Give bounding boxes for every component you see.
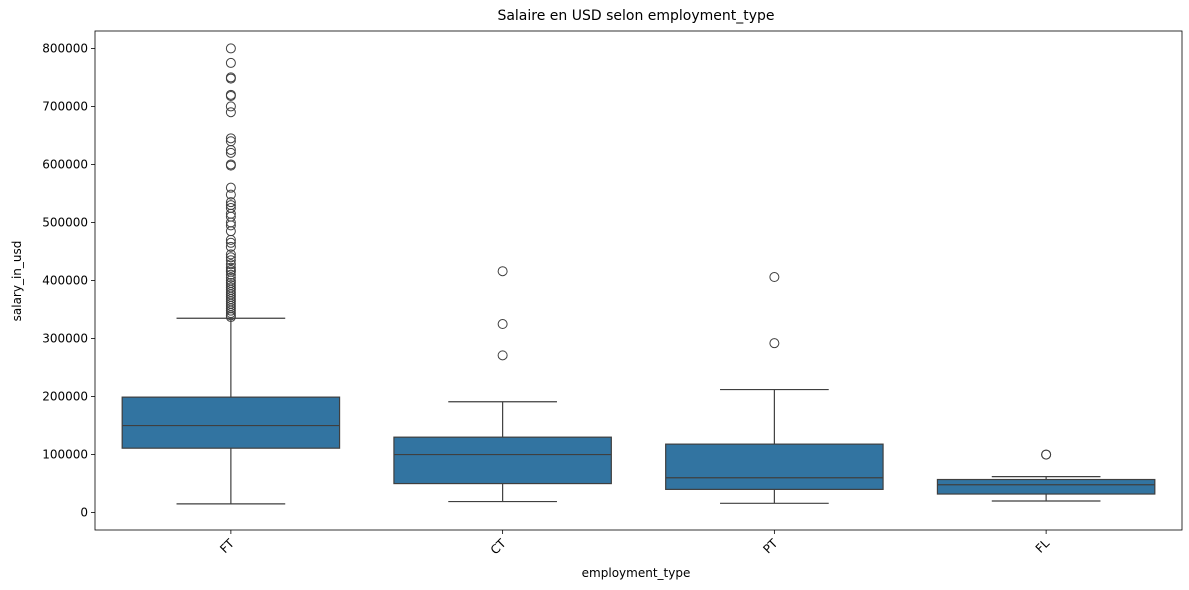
y-tick-label: 800000	[42, 41, 88, 55]
outlier-point	[769, 338, 780, 349]
outlier-point	[225, 305, 236, 316]
x-tick-label: FT	[217, 536, 237, 556]
outlier-point	[225, 197, 236, 208]
outlier-point	[225, 101, 236, 112]
outlier-point	[225, 241, 236, 252]
outlier-point	[225, 226, 236, 237]
outlier-point	[497, 319, 508, 330]
outlier-point	[225, 189, 236, 200]
y-tick-label: 100000	[42, 448, 88, 462]
x-tick-label: CT	[488, 536, 509, 557]
outlier-point	[225, 249, 236, 260]
iqr-box	[393, 436, 612, 485]
y-tick-label: 300000	[42, 332, 88, 346]
outlier-point	[225, 252, 236, 263]
y-tick-label: 700000	[42, 99, 88, 113]
outlier-point	[497, 350, 508, 361]
x-tick-label: FL	[1033, 536, 1053, 556]
outlier-point	[225, 259, 236, 270]
box-group-fl	[936, 449, 1156, 502]
iqr-box	[936, 478, 1156, 495]
y-axis: 0 100000 200000 300000 400000 500000 600000 700…	[42, 41, 95, 520]
x-tick-label: PT	[760, 536, 781, 557]
outlier-point	[225, 269, 236, 280]
outlier-point	[225, 160, 236, 171]
outlier-point	[225, 73, 236, 84]
outlier-point	[225, 90, 236, 101]
outlier-point	[225, 57, 236, 68]
outlier-point	[225, 220, 236, 231]
x-axis: FT CT PT FL	[217, 530, 1052, 557]
outlier-point	[225, 234, 236, 245]
outlier-point	[225, 133, 236, 144]
y-tick-label: 0	[80, 506, 88, 520]
outlier-point	[225, 237, 236, 248]
y-tick-label: 400000	[42, 274, 88, 288]
iqr-box	[121, 396, 341, 449]
outlier-point	[769, 272, 780, 283]
x-axis-label: employment_type	[582, 566, 691, 580]
outlier-point	[225, 182, 236, 193]
box-group-pt	[665, 272, 884, 504]
outlier-point	[1041, 449, 1052, 460]
outlier-point	[225, 147, 236, 158]
y-tick-label: 200000	[42, 390, 88, 404]
outlier-point	[225, 312, 236, 323]
outlier-point	[497, 266, 508, 277]
y-tick-label: 600000	[42, 157, 88, 171]
iqr-box	[665, 443, 884, 490]
y-axis-label: salary_in_usd	[10, 241, 24, 322]
chart-title: Salaire en USD selon employment_type	[497, 8, 774, 24]
box-group-ct	[393, 266, 612, 503]
box-series	[121, 43, 1156, 505]
outlier-point	[225, 43, 236, 54]
outlier-point	[225, 255, 236, 266]
outlier-point	[225, 262, 236, 273]
outlier-point	[225, 107, 236, 118]
outlier-point	[225, 307, 236, 318]
box-group-ft	[121, 43, 341, 505]
y-tick-label: 500000	[42, 215, 88, 229]
outlier-point	[225, 272, 236, 283]
outlier-point	[225, 144, 236, 155]
plot-area-frame	[94, 30, 1183, 531]
